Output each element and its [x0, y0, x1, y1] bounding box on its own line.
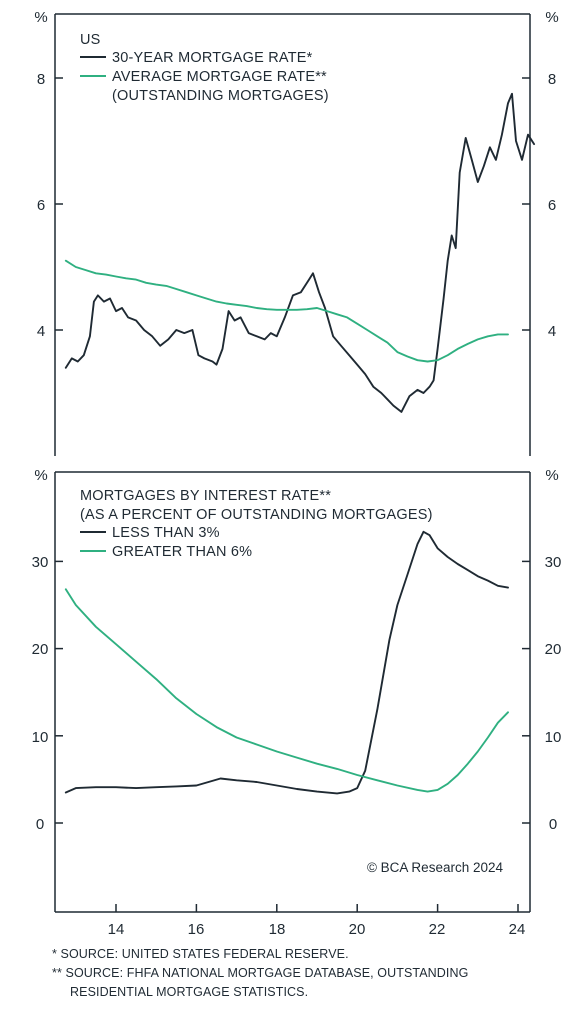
panel1-series-dark-line: [64, 92, 536, 413]
series-layer: [64, 92, 536, 795]
xtick-22: 22: [429, 921, 446, 938]
panel2-legend-gt6: GREATER THAN 6%: [112, 544, 252, 560]
panel1-ytick-left-8: 8: [37, 71, 45, 88]
tick-marks-layer: [55, 77, 530, 912]
panel1-legend-avg-line2: (OUTSTANDING MORTGAGES): [112, 88, 329, 104]
footnote-2b: RESIDENTIAL MORTGAGE STATISTICS.: [70, 985, 309, 999]
xtick-18: 18: [269, 921, 286, 938]
panel1-unit-left: %: [34, 9, 47, 26]
panel2-ytick-right-30: 30: [545, 554, 562, 571]
xtick-14: 14: [108, 921, 125, 938]
xtick-20: 20: [349, 921, 366, 938]
panel2-ytick-left-10: 10: [32, 729, 49, 746]
footnote-2: ** SOURCE: FHFA NATIONAL MORTGAGE DATABA…: [52, 966, 469, 980]
panel1-label: US: [80, 32, 101, 48]
panel2-unit-right: %: [545, 467, 558, 484]
xtick-16: 16: [188, 921, 205, 938]
panel2-ytick-right-20: 20: [545, 641, 562, 658]
panel2-subtitle: (AS A PERCENT OF OUTSTANDING MORTGAGES): [80, 507, 433, 523]
panel2-series-dark-line: [64, 530, 509, 795]
panel2-unit-left: %: [34, 467, 47, 484]
panel1-legend-30yr: 30-YEAR MORTGAGE RATE*: [112, 50, 313, 66]
footnote-1: * SOURCE: UNITED STATES FEDERAL RESERVE.: [52, 947, 349, 961]
panel2-title: MORTGAGES BY INTEREST RATE**: [80, 488, 331, 504]
panel1-ytick-left-4: 4: [37, 323, 45, 340]
panel2-ytick-right-10: 10: [545, 729, 562, 746]
panel1-legend-avg: AVERAGE MORTGAGE RATE**: [112, 69, 327, 85]
panel2-ytick-right-0: 0: [549, 816, 557, 833]
panel2-ytick-left-0: 0: [36, 816, 44, 833]
panel1-series-green-line: [64, 259, 509, 363]
panel2-legend-lt3: LESS THAN 3%: [112, 525, 220, 541]
panel1-ytick-right-4: 4: [548, 323, 556, 340]
credit-text: © BCA Research 2024: [367, 860, 504, 875]
xtick-24: 24: [509, 921, 526, 938]
panel2-ytick-left-30: 30: [32, 554, 49, 571]
panel2-series-green-line: [64, 588, 509, 793]
panel1-ytick-right-6: 6: [548, 197, 556, 214]
panel1-unit-right: %: [545, 9, 558, 26]
panel1-ytick-left-6: 6: [37, 197, 45, 214]
panel2-ytick-left-20: 20: [32, 641, 49, 658]
panel1-ytick-right-8: 8: [548, 71, 556, 88]
